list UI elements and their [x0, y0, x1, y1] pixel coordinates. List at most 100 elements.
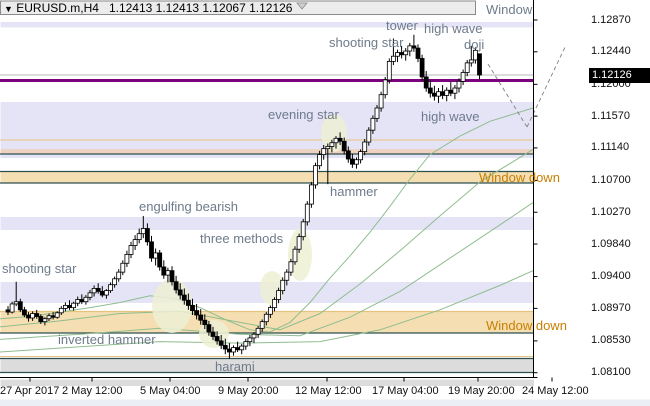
candle-body — [231, 347, 236, 353]
candle-body — [255, 327, 261, 335]
candle-body — [411, 45, 417, 49]
candle-body — [464, 62, 470, 73]
pattern-label-tower: tower — [386, 18, 418, 33]
candle-body — [366, 129, 372, 143]
candle-body — [206, 324, 212, 333]
candle-body — [259, 321, 265, 329]
candle-body — [415, 47, 421, 59]
moving-average-line-3 — [0, 202, 534, 340]
pattern-label-high-wave: high wave — [421, 109, 480, 124]
candle-body — [104, 290, 109, 296]
candle-body — [79, 299, 85, 303]
candle-body — [71, 302, 76, 309]
time-axis-label: 9 May 20:00 — [218, 385, 279, 397]
moving-average-line-2 — [0, 148, 534, 331]
candle-body — [284, 271, 290, 281]
candle-body — [144, 228, 150, 243]
candle-body — [120, 262, 126, 273]
candle-body — [218, 340, 224, 346]
pattern-label-evening-star: evening star — [268, 107, 339, 122]
candle-body — [390, 55, 396, 62]
candle-body — [21, 309, 27, 316]
candle-body — [378, 94, 384, 109]
chart-shift-marker-icon — [296, 2, 308, 10]
candle-body — [247, 337, 253, 343]
candle-body — [403, 50, 409, 56]
candle-body — [349, 158, 355, 165]
candle-body — [9, 303, 15, 313]
price-axis-label: 1.12000 — [591, 77, 631, 90]
candle-body — [280, 279, 286, 292]
pattern-highlight-1 — [152, 279, 192, 333]
pattern-label-inverted-hammer: inverted hammer — [58, 332, 156, 347]
candle-body — [456, 80, 462, 89]
candle-body — [112, 278, 117, 286]
candle-body — [239, 345, 245, 351]
gray-band-2 — [0, 379, 534, 387]
candle-body — [272, 299, 277, 309]
candle-body — [116, 271, 122, 280]
candle-body — [140, 228, 146, 235]
candle-body — [38, 316, 44, 323]
price-axis-label: 1.11140 — [591, 141, 630, 154]
candle-body — [153, 252, 159, 259]
candle-body — [169, 270, 175, 283]
candle-body — [46, 315, 52, 320]
candle-body — [87, 292, 93, 298]
price-axis-label: 1.12440 — [591, 45, 631, 58]
candle-body — [300, 221, 306, 238]
candle-body — [329, 142, 335, 147]
candle-body — [67, 305, 72, 309]
candle-body — [63, 305, 68, 309]
time-axis-label: 19 May 20:00 — [448, 385, 515, 397]
candle-body — [267, 307, 273, 315]
candle-body — [161, 266, 167, 276]
pattern-label-shooting-star: shooting star — [2, 261, 77, 276]
candle-body — [354, 159, 359, 165]
candle-body — [194, 310, 200, 316]
candle-body — [423, 76, 429, 89]
candle-body — [276, 290, 282, 300]
candle-body — [362, 141, 368, 153]
time-axis-label: 17 May 04:00 — [372, 385, 439, 397]
pattern-label-shooting-star: shooting star — [329, 35, 404, 50]
candle-body — [431, 92, 437, 97]
chart-title: ▼ EURUSD.m,H4 1.12413 1.12413 1.12067 1.1… — [4, 2, 292, 14]
candle-body — [452, 87, 458, 94]
candle-body — [436, 91, 441, 97]
candle-body — [99, 290, 105, 296]
pattern-label-harami: harami — [215, 359, 255, 374]
time-axis-label: 24 May 12:00 — [522, 385, 589, 397]
candle-body — [296, 236, 302, 250]
candle-body — [407, 45, 413, 52]
orange-band-2 — [0, 311, 534, 333]
candle-body — [214, 336, 220, 342]
candle-body — [263, 313, 269, 323]
pattern-label-doji: doji — [464, 37, 485, 52]
price-axis-label: 1.11570 — [591, 109, 630, 122]
candle-body — [95, 288, 101, 292]
chart-dropdown-icon[interactable]: ▼ — [4, 4, 13, 14]
candle-body — [288, 261, 294, 273]
candle-body — [304, 203, 310, 223]
orange-band-1 — [0, 171, 534, 183]
lavender-band-2 — [0, 102, 534, 158]
candle-body — [30, 313, 36, 319]
candle-body — [333, 137, 339, 144]
price-axis-label: 1.10270 — [591, 205, 631, 218]
title-bar: ▼ EURUSD.m,H4 1.12413 1.12413 1.12067 1.1… — [0, 0, 650, 15]
candle-body — [235, 347, 241, 351]
symbol-period-label: EURUSD.m,H4 — [16, 1, 99, 15]
gray-band-1 — [0, 358, 534, 373]
pattern-label-hammer: hammer — [330, 184, 378, 199]
candle-body — [198, 314, 204, 321]
candle-body — [460, 72, 466, 82]
candle-body — [345, 150, 351, 160]
candle-body — [321, 148, 327, 155]
candle-body — [54, 312, 60, 318]
ohlc-values: 1.12413 1.12413 1.12067 1.12126 — [108, 1, 293, 15]
candle-body — [91, 288, 97, 294]
pattern-label-three-methods: three methods — [200, 231, 284, 246]
